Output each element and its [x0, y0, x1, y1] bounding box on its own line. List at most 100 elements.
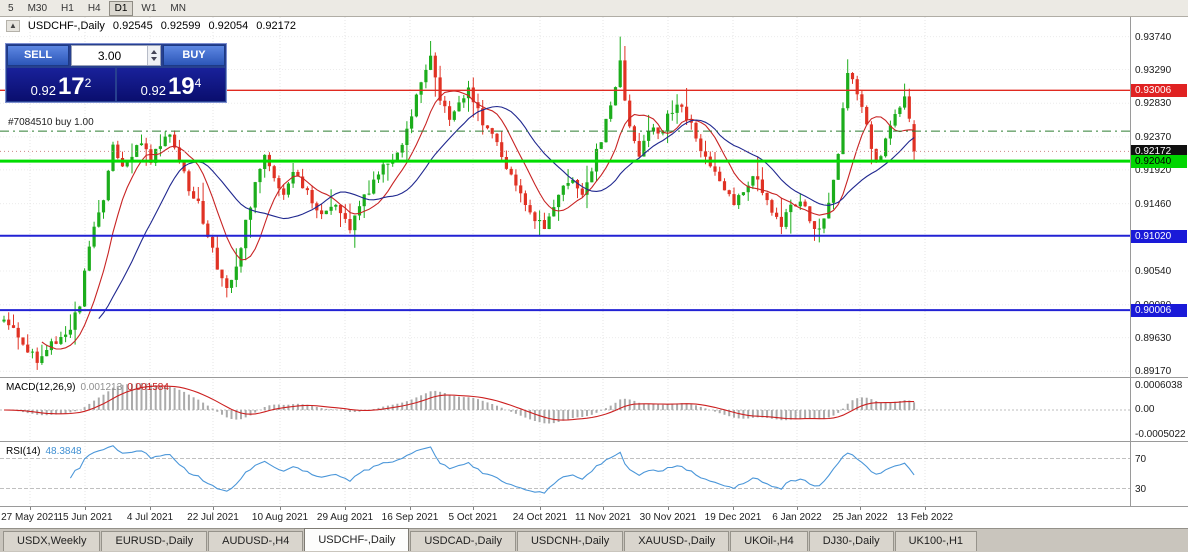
- date-axis-label: 27 May 2021: [1, 512, 59, 523]
- date-axis-label: 15 Jun 2021: [57, 512, 113, 523]
- date-tick: [860, 507, 861, 510]
- one-click-collapse-icon[interactable]: ▲: [6, 20, 20, 32]
- chart-tab-usdcad-daily[interactable]: USDCAD-,Daily: [410, 531, 516, 551]
- price-tick-label: 0.89170: [1135, 366, 1172, 378]
- chart-tab-dj30-daily[interactable]: DJ30-,Daily: [808, 531, 894, 551]
- price-badge-blue: 0.91020: [1131, 229, 1187, 243]
- date-tick: [213, 507, 214, 510]
- chart-tab-usdx-weekly[interactable]: USDX,Weekly: [3, 531, 101, 551]
- chart-tab-ukoil-h4[interactable]: UKOil-,H4: [730, 531, 808, 551]
- date-axis-label: 4 Jul 2021: [126, 512, 174, 523]
- chart-tab-eurusd-daily[interactable]: EURUSD-,Daily: [101, 531, 208, 551]
- bid-pips: 17: [57, 73, 85, 100]
- bid-prefix: 0.92: [30, 83, 56, 98]
- chart-tab-xauusd-daily[interactable]: XAUUSD-,Daily: [624, 531, 730, 551]
- rsi-level-label: 70: [1135, 453, 1147, 465]
- date-axis-label: 29 Aug 2021: [316, 512, 374, 523]
- timeframe-button-5[interactable]: 5: [8, 2, 14, 14]
- date-tick: [797, 507, 798, 510]
- price-badge-blue: 0.90006: [1131, 304, 1187, 318]
- date-axis[interactable]: 27 May 2021 15 Jun 2021 4 Jul 2021 22 Jul 2…: [0, 507, 1188, 528]
- indicator-axis-label: 0.0006038: [1135, 380, 1183, 391]
- ask-pips: 19: [167, 73, 195, 100]
- price-badge-red: 0.93006: [1131, 84, 1187, 98]
- chart-tab-usdchf-daily[interactable]: USDCHF-,Daily: [304, 528, 410, 551]
- price-tick-label: 0.90540: [1135, 266, 1172, 277]
- rsi-name: RSI(14): [6, 446, 41, 457]
- bid-pipette: 2: [84, 76, 92, 90]
- macd-signal-value: 0.001584: [127, 382, 169, 393]
- date-axis-label: 13 Feb 2022: [896, 512, 954, 523]
- timeframe-button-h1[interactable]: H1: [61, 2, 74, 14]
- ask-prefix: 0.92: [140, 83, 166, 98]
- price-tick-label: 0.93740: [1135, 31, 1172, 43]
- volume-spinner[interactable]: [147, 46, 160, 65]
- ohlc-high: 0.92599: [160, 20, 201, 32]
- price-badge-green: 0.92040: [1131, 155, 1187, 169]
- chart-tab-audusd-h4[interactable]: AUDUSD-,H4: [208, 531, 304, 551]
- date-tick: [668, 507, 669, 510]
- date-tick: [540, 507, 541, 510]
- timeframe-toolbar: 5 M30 H1 H4 D1 W1 MN: [0, 0, 1188, 17]
- date-axis-label: 30 Nov 2021: [639, 512, 697, 523]
- timeframe-button-d1[interactable]: D1: [108, 0, 134, 16]
- spinner-down-icon[interactable]: [151, 57, 157, 61]
- chart-ohlc-header: ▲ USDCHF-,Daily 0.92545 0.92599 0.92054 …: [6, 20, 296, 32]
- date-axis-label: 5 Oct 2021: [448, 512, 498, 523]
- date-tick: [603, 507, 604, 510]
- chart-symbol-label: USDCHF-,Daily: [27, 20, 105, 32]
- chart-tab-usdcnh-daily[interactable]: USDCNH-,Daily: [516, 531, 624, 551]
- ohlc-open: 0.92545: [112, 20, 153, 32]
- volume-input[interactable]: 3.00: [71, 45, 161, 66]
- rsi-value: 48.3848: [45, 446, 82, 457]
- date-axis-label: 22 Jul 2021: [187, 512, 239, 523]
- date-tick: [410, 507, 411, 510]
- date-tick: [345, 507, 346, 510]
- rsi-indicator-label: RSI(14) 48.3848: [6, 446, 82, 457]
- date-axis-label: 11 Nov 2021: [575, 512, 631, 523]
- buy-button[interactable]: BUY: [163, 45, 225, 66]
- indicator-axis-label: -0.0005022: [1135, 429, 1186, 440]
- macd-value: 0.001213: [80, 382, 123, 393]
- timeframe-button-w1[interactable]: W1: [141, 2, 157, 14]
- date-axis-label: 6 Jan 2022: [772, 512, 822, 523]
- bid-price-display[interactable]: 0.92 17 2: [7, 68, 115, 101]
- panel-separator[interactable]: [0, 377, 1188, 379]
- date-tick: [150, 507, 151, 510]
- sell-button[interactable]: SELL: [7, 45, 69, 66]
- one-click-trade-panel: SELL 3.00 BUY 0.92 17 2 0.92 19 4: [5, 43, 227, 103]
- date-axis-label: 10 Aug 2021: [251, 512, 309, 523]
- price-axis-border[interactable]: [1130, 17, 1131, 507]
- price-tick-label: 0.89630: [1135, 332, 1172, 344]
- macd-indicator-label: MACD(12,26,9) 0.001213 0.001584: [6, 382, 169, 393]
- ohlc-close: 0.92172: [256, 20, 296, 32]
- macd-name: MACD(12,26,9): [6, 382, 76, 393]
- timeframe-button-h4[interactable]: H4: [87, 2, 101, 14]
- price-tick-label: 0.92830: [1135, 98, 1172, 110]
- date-tick: [733, 507, 734, 510]
- date-tick: [85, 507, 86, 510]
- ask-price-display[interactable]: 0.92 19 4: [117, 68, 225, 101]
- date-tick: [30, 507, 31, 510]
- price-chart-canvas[interactable]: [0, 17, 1130, 377]
- date-axis-label: 19 Dec 2021: [704, 512, 762, 523]
- chart-window: ▲ USDCHF-,Daily 0.92545 0.92599 0.92054 …: [0, 17, 1188, 528]
- spinner-up-icon[interactable]: [151, 50, 157, 54]
- macd-indicator-canvas[interactable]: [0, 379, 1130, 441]
- volume-value[interactable]: 3.00: [97, 48, 122, 63]
- timeframe-button-mn[interactable]: MN: [170, 2, 186, 14]
- date-tick: [925, 507, 926, 510]
- date-tick: [280, 507, 281, 510]
- chart-tab-bar: USDX,Weekly EURUSD-,Daily AUDUSD-,H4 USDCHF…: [0, 528, 1188, 552]
- ask-pipette: 4: [194, 76, 202, 90]
- price-tick-label: 0.91460: [1135, 198, 1172, 210]
- date-tick: [473, 507, 474, 510]
- panel-separator[interactable]: [0, 441, 1188, 443]
- chart-tab-uk100-h1[interactable]: UK100-,H1: [894, 531, 978, 551]
- date-axis-label: 16 Sep 2021: [381, 512, 439, 523]
- timeframe-button-m30[interactable]: M30: [27, 2, 48, 14]
- rsi-indicator-canvas[interactable]: [0, 443, 1130, 506]
- rsi-level-label: 30: [1135, 483, 1147, 495]
- date-axis-label: 25 Jan 2022: [832, 512, 888, 523]
- price-tick-label: 0.93290: [1135, 64, 1172, 76]
